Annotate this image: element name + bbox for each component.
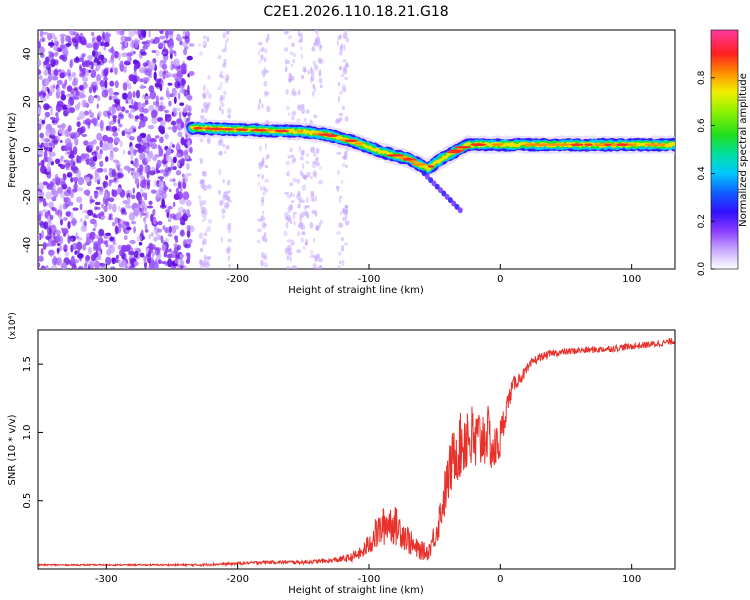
bottom-ylabel: SNR (10 * v/v) (7, 414, 18, 485)
colorbar-tick-label: 0.4 (697, 166, 707, 181)
colorbar-tick-label: 0.0 (697, 262, 707, 277)
bottom-ytick-label: 1.0 (22, 424, 33, 440)
bottom-xtick-label: 100 (622, 574, 641, 585)
snr-series-line (38, 337, 675, 568)
signal-track (183, 119, 675, 214)
spectrogram-image (38, 30, 675, 269)
snr-frame (37, 329, 676, 570)
colorbar-tick-label: 0.2 (697, 214, 707, 228)
colorbar-gradient (710, 29, 739, 270)
colorbar-tick-label: 0.8 (697, 70, 707, 85)
snr-panel: -300 -200 -100 0 100 0.5 1.0 1.5 Height of str… (7, 312, 676, 596)
bottom-ytick-label: 1.5 (22, 356, 33, 372)
top-ylabel: Frequency (Hz) (7, 112, 18, 188)
top-ytick-label: 20 (22, 95, 33, 108)
top-xtick-label: -300 (95, 274, 118, 285)
bottom-y-exponent: (x10⁴) (8, 312, 18, 339)
top-xtick-label: 100 (622, 274, 641, 285)
top-xtick-label: -200 (226, 274, 249, 285)
top-xtick-label: -100 (358, 274, 381, 285)
bottom-ytick-label: 0.5 (22, 493, 33, 509)
figure-title: C2E1.2026.110.18.21.G18 (263, 4, 448, 20)
top-xlabel: Height of straight line (km) (288, 285, 424, 296)
bottom-xtick-label: -200 (226, 574, 249, 585)
bottom-xlabel: Height of straight line (km) (288, 585, 424, 596)
top-ytick-label: 40 (22, 48, 33, 61)
bottom-xtick-label: -100 (358, 574, 381, 585)
top-ytick-label: -40 (22, 237, 33, 253)
top-xtick-label: 0 (497, 274, 503, 285)
bottom-xtick-label: 0 (497, 574, 503, 585)
top-ytick-label: -20 (22, 189, 33, 205)
top-ytick-label: 0 (22, 146, 33, 152)
colorbar: 0.0 0.2 0.4 0.6 0.8 Normalized spectral ampl… (697, 29, 749, 277)
bottom-xtick-label: -300 (95, 574, 118, 585)
colorbar-tick-label: 0.6 (697, 118, 707, 133)
colorbar-label: Normalized spectral amplitude (738, 73, 749, 227)
noise-speckle (38, 30, 350, 269)
